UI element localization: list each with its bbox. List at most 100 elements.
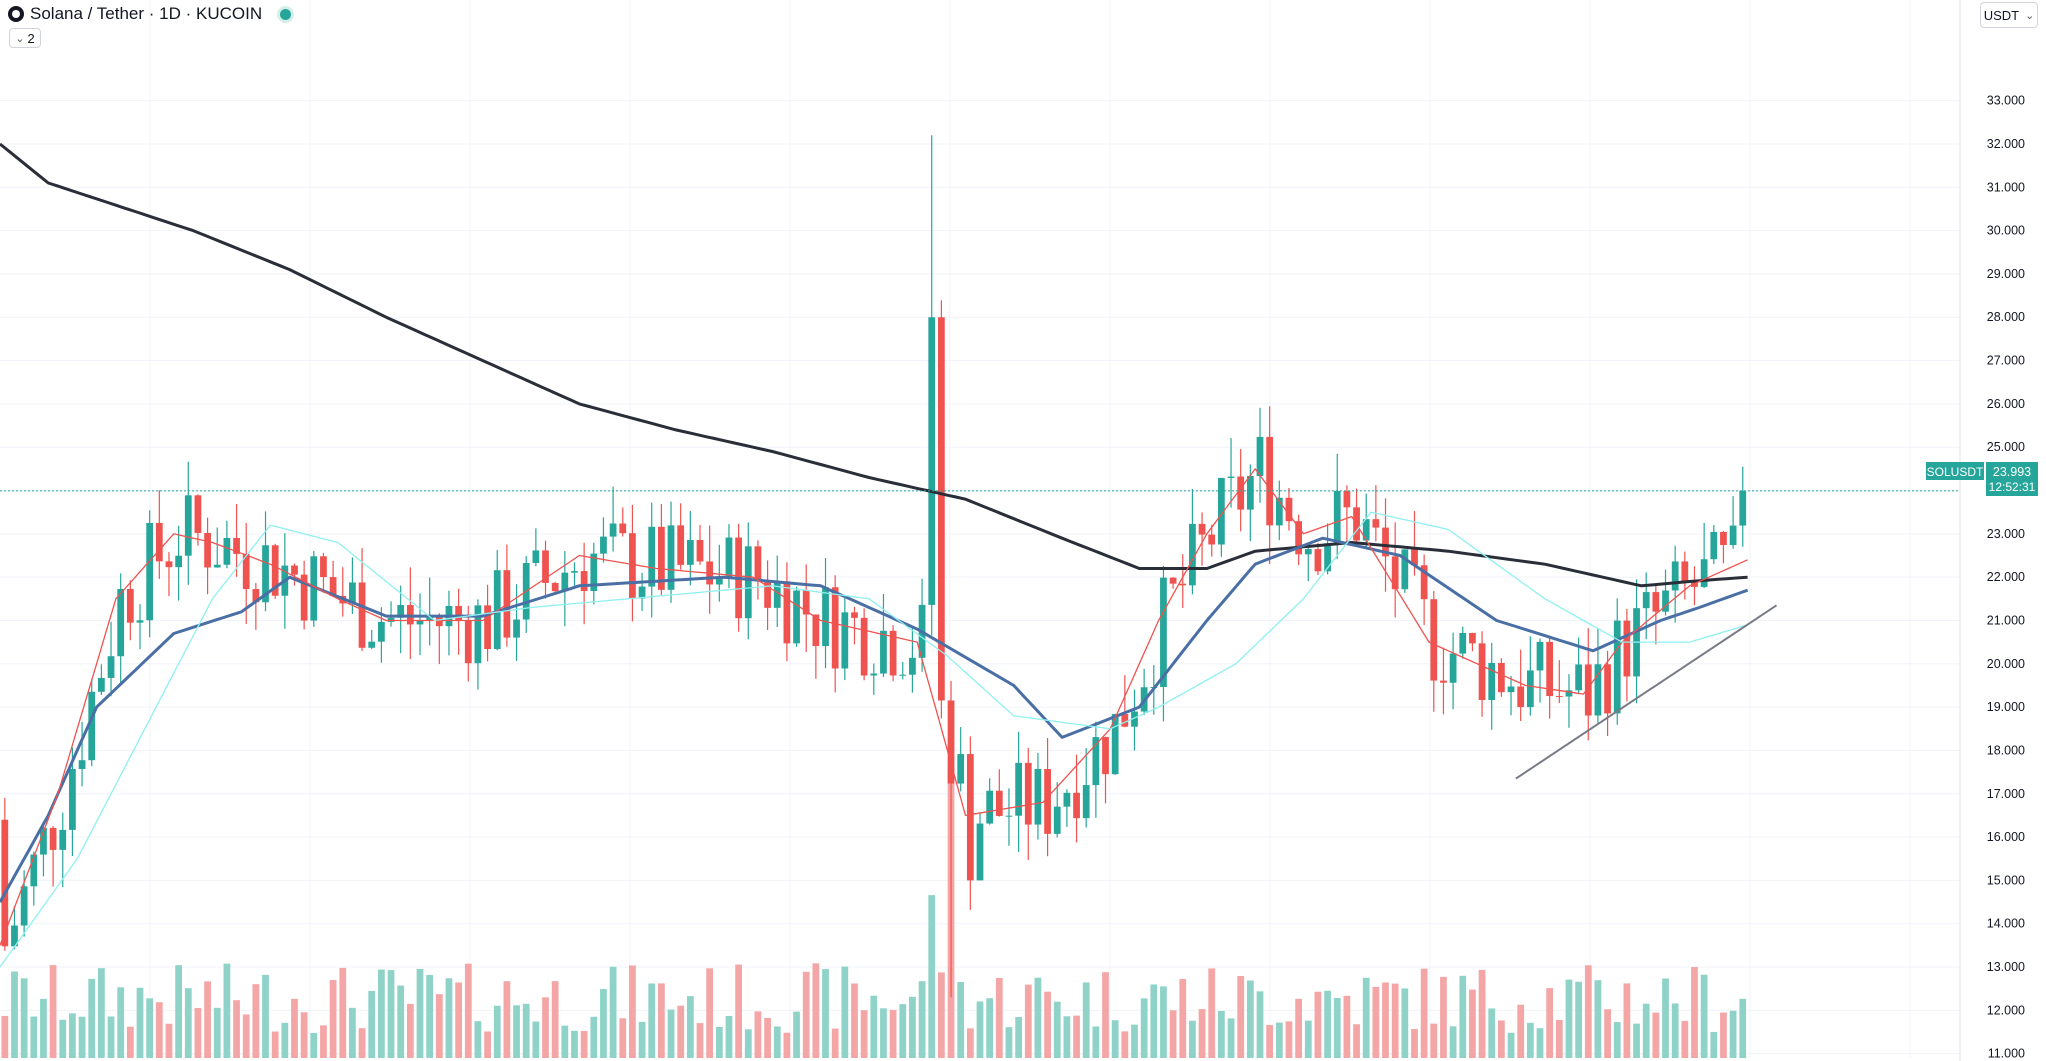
candle-body xyxy=(11,925,18,947)
candle-body xyxy=(1218,477,1225,545)
volume-bar xyxy=(995,977,1003,1058)
volume-bar xyxy=(793,1011,800,1058)
candle-body xyxy=(233,537,240,554)
candle-body xyxy=(1362,519,1370,541)
candle-body xyxy=(1227,476,1235,478)
volume-bar xyxy=(1131,1024,1138,1058)
candle-body xyxy=(117,589,125,657)
volume-bar xyxy=(184,988,192,1058)
currency-selector[interactable]: USDT ⌄ xyxy=(1980,2,2038,28)
candle-body xyxy=(1478,643,1486,701)
candle-body xyxy=(378,621,385,642)
candle-body xyxy=(69,768,76,830)
candle-body xyxy=(880,630,887,674)
volume-bar xyxy=(831,1028,839,1058)
volume-bar xyxy=(667,1009,675,1058)
candle-body xyxy=(184,495,192,556)
y-tick-label: 32.000 xyxy=(1987,137,2025,151)
candle-body xyxy=(242,553,250,590)
indicators-toggle-button[interactable]: ⌄ 2 xyxy=(9,28,41,48)
volume-bar xyxy=(1720,1012,1727,1058)
y-tick-label: 14.000 xyxy=(1987,917,2025,931)
volume-bar xyxy=(1478,969,1486,1058)
candle-body xyxy=(1275,497,1283,526)
volume-bar xyxy=(899,1004,907,1058)
candle-body xyxy=(793,590,800,644)
volume-bar xyxy=(300,1012,308,1058)
volume-bar xyxy=(1710,1031,1718,1058)
volume-bar xyxy=(49,965,57,1058)
candle-body xyxy=(909,657,916,675)
symbol-title[interactable]: Solana / Tether · 1D · KUCOIN xyxy=(30,4,263,23)
volume-bar xyxy=(126,1026,134,1058)
volume-bar xyxy=(841,966,849,1058)
candle-body xyxy=(1662,590,1669,612)
volume-bar xyxy=(406,1003,414,1058)
volume-bar xyxy=(976,1001,984,1058)
volume-bar xyxy=(551,981,559,1058)
currency-label: USDT xyxy=(1983,7,2020,23)
candle-body xyxy=(1700,559,1708,587)
volume-bar xyxy=(1053,1001,1061,1058)
volume-bar xyxy=(1729,1010,1737,1058)
candle-body xyxy=(1333,491,1341,544)
ascending-trendline xyxy=(1515,604,1778,780)
candle-body xyxy=(358,582,366,648)
candle-body xyxy=(30,854,38,887)
volume-bar xyxy=(271,1031,279,1058)
candle-body xyxy=(938,317,945,701)
volume-bar xyxy=(397,985,405,1058)
candle-body xyxy=(1169,577,1177,584)
candle-body xyxy=(1082,785,1090,819)
candle-body xyxy=(1324,543,1331,572)
ticker-label: SOLUSDT xyxy=(1927,465,1984,479)
candle-body xyxy=(1382,527,1389,557)
candle-body xyxy=(368,641,376,648)
volume-bar xyxy=(11,971,18,1058)
candle-body xyxy=(1295,521,1302,555)
volume-bar xyxy=(291,998,298,1058)
volume-bar xyxy=(725,1015,733,1058)
candle-body xyxy=(1179,583,1187,586)
candle-body xyxy=(416,620,424,625)
candle-body xyxy=(928,317,936,605)
y-tick-label: 17.000 xyxy=(1987,787,2025,801)
candle-body xyxy=(1507,686,1515,693)
volume-bar xyxy=(310,1032,318,1058)
volume-bar xyxy=(715,1026,723,1058)
candle-body xyxy=(609,523,617,537)
candle-body xyxy=(493,570,501,650)
volume-bar xyxy=(1295,998,1302,1058)
line-ema20 xyxy=(0,468,1748,946)
volume-bar xyxy=(1430,1023,1438,1058)
candle-body xyxy=(532,550,540,564)
chart-grid xyxy=(0,0,1961,1061)
volume-bar xyxy=(1575,981,1582,1058)
candle-body xyxy=(947,700,955,784)
volume-bar xyxy=(1565,979,1573,1058)
candle-body xyxy=(1411,549,1418,566)
volume-bar xyxy=(571,1030,578,1058)
candle-body xyxy=(841,612,849,669)
candle-body xyxy=(1652,592,1660,612)
volume-bar xyxy=(194,1007,202,1058)
volume-bar xyxy=(909,996,916,1058)
volume-bar xyxy=(1063,1016,1071,1058)
volume-bar xyxy=(696,1023,704,1058)
volume-bar xyxy=(1401,988,1409,1058)
volume-bar xyxy=(1613,1022,1621,1058)
candle-body xyxy=(213,564,221,568)
candle-body xyxy=(1449,653,1457,683)
candle-body xyxy=(1739,490,1747,526)
candle-body xyxy=(1285,497,1293,522)
y-tick-label: 22.000 xyxy=(1987,570,2025,584)
candle-body xyxy=(1092,737,1100,786)
candle-body xyxy=(1710,531,1718,560)
volume-bar xyxy=(1411,1028,1418,1058)
candle-body xyxy=(870,673,878,676)
candle-body xyxy=(1391,556,1399,590)
volume-bar xyxy=(542,997,549,1058)
volume-bar xyxy=(1555,1019,1563,1058)
volume-bar xyxy=(59,1019,67,1058)
